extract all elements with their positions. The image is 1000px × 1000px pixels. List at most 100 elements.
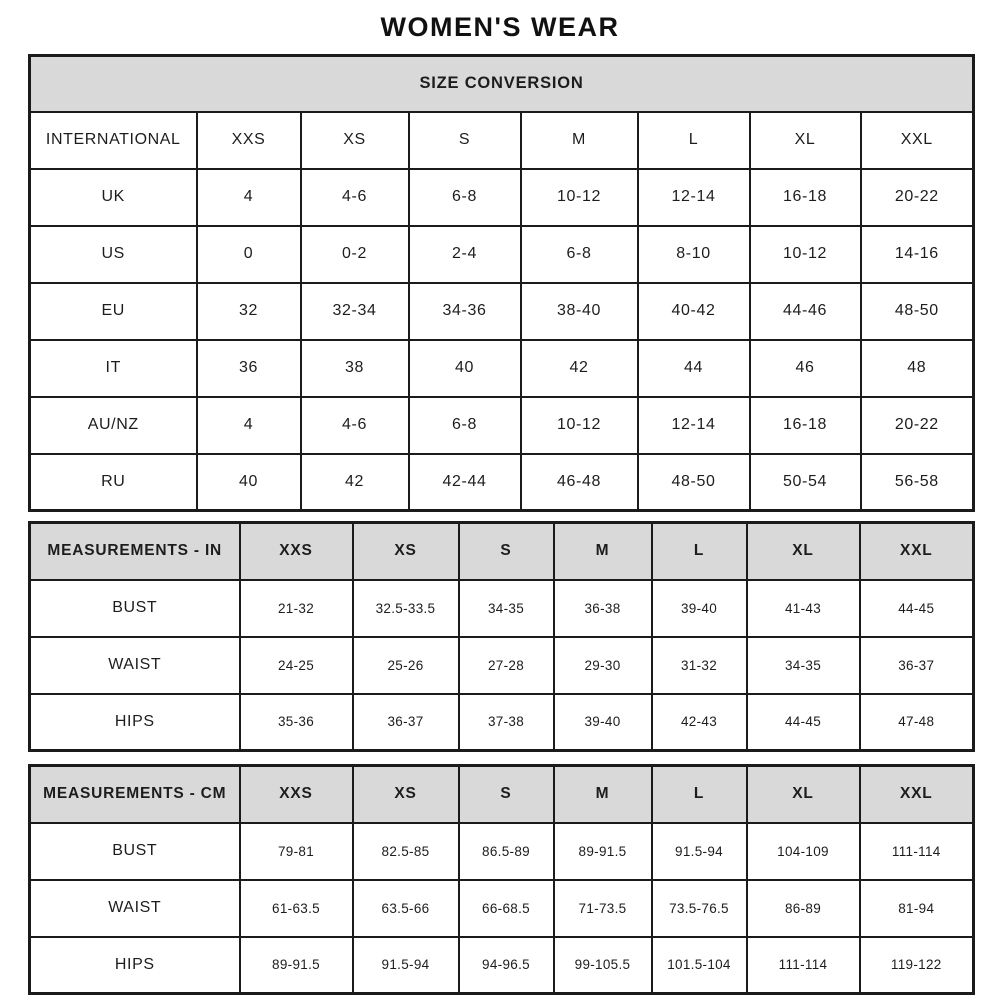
row-label-waist: WAIST <box>28 635 241 695</box>
row-label-waist: WAIST <box>28 878 241 938</box>
size-col-header-s: S <box>457 521 555 581</box>
value-cell: 6-8 <box>407 167 522 227</box>
row-label-eu: EU <box>28 281 198 341</box>
size-col-header-m: M <box>519 110 639 170</box>
size-col-header-l: L <box>636 110 751 170</box>
value-cell: 10-12 <box>748 224 862 284</box>
value-cell: 111-114 <box>745 935 861 995</box>
value-cell: 81-94 <box>858 878 975 938</box>
value-cell: 12-14 <box>636 167 751 227</box>
value-cell: 41-43 <box>745 578 861 638</box>
value-cell: 4-6 <box>299 395 410 455</box>
value-cell: 36 <box>195 338 302 398</box>
value-cell: 91.5-94 <box>351 935 460 995</box>
value-cell: 38 <box>299 338 410 398</box>
value-cell: 46 <box>748 338 862 398</box>
table-row-waist-cm: WAIST 61-63.5 63.5-66 66-68.5 71-73.5 73… <box>28 878 975 938</box>
value-cell: 44-45 <box>858 578 975 638</box>
value-cell: 21-32 <box>238 578 354 638</box>
value-cell: 32.5-33.5 <box>351 578 460 638</box>
row-label-it: IT <box>28 338 198 398</box>
measurements-cm-header-row: MEASUREMENTS - CM XXS XS S M L XL XXL <box>28 764 975 824</box>
measurements-in-title: MEASUREMENTS - IN <box>28 521 241 581</box>
value-cell: 63.5-66 <box>351 878 460 938</box>
table-row-hips-in: HIPS 35-36 36-37 37-38 39-40 42-43 44-45… <box>28 692 975 752</box>
value-cell: 36-38 <box>552 578 653 638</box>
table-row-uk: UK 4 4-6 6-8 10-12 12-14 16-18 20-22 <box>28 167 975 227</box>
size-conversion-title-row: SIZE CONVERSION <box>28 54 975 113</box>
row-label-ru: RU <box>28 452 198 512</box>
value-cell: 10-12 <box>519 395 639 455</box>
size-conversion-title: SIZE CONVERSION <box>28 54 975 113</box>
value-cell: 119-122 <box>858 935 975 995</box>
value-cell: 24-25 <box>238 635 354 695</box>
size-col-header-m: M <box>552 764 653 824</box>
value-cell: 56-58 <box>859 452 975 512</box>
value-cell: 34-36 <box>407 281 522 341</box>
value-cell: 94-96.5 <box>457 935 555 995</box>
value-cell: 2-4 <box>407 224 522 284</box>
table-row-hips-cm: HIPS 89-91.5 91.5-94 94-96.5 99-105.5 10… <box>28 935 975 995</box>
size-col-header-xl: XL <box>745 521 861 581</box>
value-cell: 4-6 <box>299 167 410 227</box>
value-cell: 39-40 <box>552 692 653 752</box>
size-col-header-xxs: XXS <box>238 764 354 824</box>
value-cell: 50-54 <box>748 452 862 512</box>
table-row-it: IT 36 38 40 42 44 46 48 <box>28 338 975 398</box>
value-cell: 32 <box>195 281 302 341</box>
table-row-bust-cm: BUST 79-81 82.5-85 86.5-89 89-91.5 91.5-… <box>28 821 975 881</box>
size-col-header-xl: XL <box>745 764 861 824</box>
value-cell: 46-48 <box>519 452 639 512</box>
row-label-aunz: AU/NZ <box>28 395 198 455</box>
value-cell: 47-48 <box>858 692 975 752</box>
value-cell: 48-50 <box>859 281 975 341</box>
size-col-header-xxl: XXL <box>859 110 975 170</box>
value-cell: 6-8 <box>407 395 522 455</box>
value-cell: 16-18 <box>748 395 862 455</box>
value-cell: 12-14 <box>636 395 751 455</box>
value-cell: 91.5-94 <box>650 821 748 881</box>
page-title: WOMEN'S WEAR <box>380 12 620 42</box>
size-col-header-xxs: XXS <box>238 521 354 581</box>
value-cell: 71-73.5 <box>552 878 653 938</box>
value-cell: 104-109 <box>745 821 861 881</box>
value-cell: 73.5-76.5 <box>650 878 748 938</box>
value-cell: 86.5-89 <box>457 821 555 881</box>
size-col-header-xxl: XXL <box>858 521 975 581</box>
value-cell: 39-40 <box>650 578 748 638</box>
table-row-ru: RU 40 42 42-44 46-48 48-50 50-54 56-58 <box>28 452 975 512</box>
value-cell: 86-89 <box>745 878 861 938</box>
value-cell: 89-91.5 <box>552 821 653 881</box>
value-cell: 44-45 <box>745 692 861 752</box>
size-col-header-l: L <box>650 521 748 581</box>
value-cell: 35-36 <box>238 692 354 752</box>
size-col-header-xxl: XXL <box>858 764 975 824</box>
value-cell: 42-43 <box>650 692 748 752</box>
value-cell: 31-32 <box>650 635 748 695</box>
size-col-header-xxs: XXS <box>195 110 302 170</box>
value-cell: 40 <box>195 452 302 512</box>
value-cell: 0 <box>195 224 302 284</box>
value-cell: 20-22 <box>859 395 975 455</box>
value-cell: 82.5-85 <box>351 821 460 881</box>
value-cell: 48 <box>859 338 975 398</box>
table-row-eu: EU 32 32-34 34-36 38-40 40-42 44-46 48-5… <box>28 281 975 341</box>
value-cell: 0-2 <box>299 224 410 284</box>
size-col-header-s: S <box>407 110 522 170</box>
table-row-us: US 0 0-2 2-4 6-8 8-10 10-12 14-16 <box>28 224 975 284</box>
value-cell: 99-105.5 <box>552 935 653 995</box>
measurements-cm-table: MEASUREMENTS - CM XXS XS S M L XL XXL BU… <box>28 764 975 995</box>
size-col-header-xs: XS <box>351 521 460 581</box>
value-cell: 42 <box>299 452 410 512</box>
size-col-header-l: L <box>650 764 748 824</box>
measurements-cm-title: MEASUREMENTS - CM <box>28 764 241 824</box>
table-row-waist-in: WAIST 24-25 25-26 27-28 29-30 31-32 34-3… <box>28 635 975 695</box>
value-cell: 27-28 <box>457 635 555 695</box>
value-cell: 48-50 <box>636 452 751 512</box>
size-col-header-xl: XL <box>748 110 862 170</box>
value-cell: 66-68.5 <box>457 878 555 938</box>
value-cell: 61-63.5 <box>238 878 354 938</box>
value-cell: 111-114 <box>858 821 975 881</box>
value-cell: 89-91.5 <box>238 935 354 995</box>
